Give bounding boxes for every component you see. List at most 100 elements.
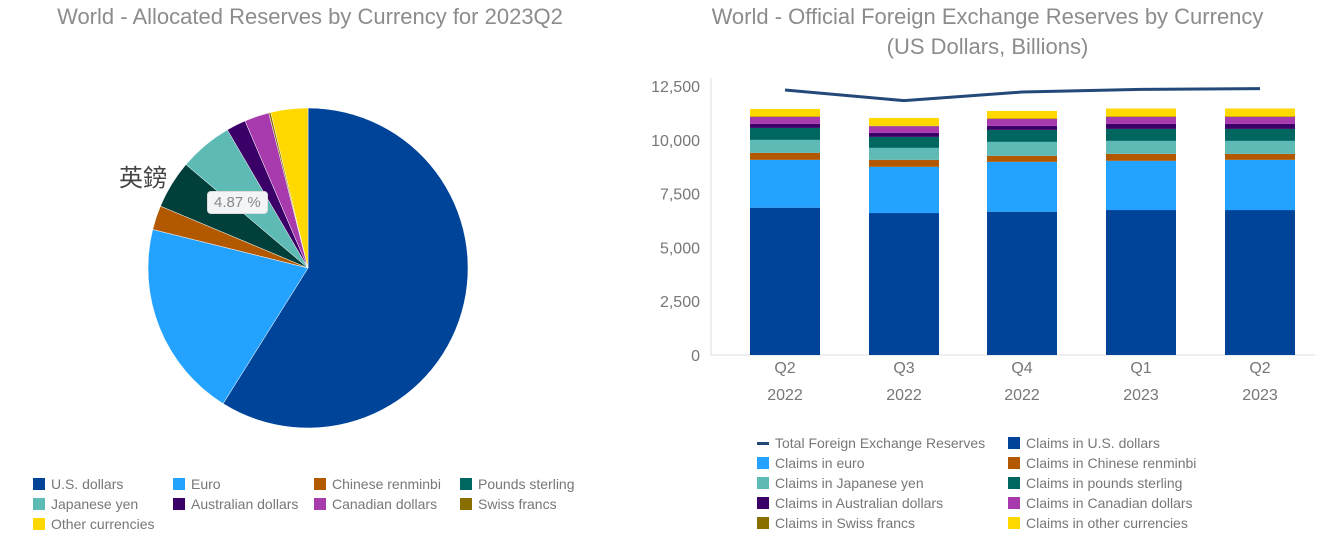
legend-label: Claims in euro bbox=[775, 455, 865, 471]
bar-segment-3 bbox=[987, 141, 1057, 156]
legend-swatch bbox=[757, 497, 769, 509]
bar-segment-4 bbox=[1225, 128, 1295, 141]
bar-segment-3 bbox=[1225, 140, 1295, 154]
bar-segment-1 bbox=[750, 159, 820, 208]
legend-label: Japanese yen bbox=[51, 496, 139, 512]
bar-segment-5 bbox=[869, 132, 939, 137]
pie-legend-item[interactable]: Australian dollars bbox=[173, 496, 298, 512]
total-reserves-line bbox=[784, 87, 1261, 103]
legend-label: Other currencies bbox=[51, 516, 155, 532]
legend-swatch bbox=[1008, 477, 1020, 489]
bar-segment-0 bbox=[750, 207, 820, 355]
bar-segment-8 bbox=[869, 117, 939, 126]
bar-title: World - Official Foreign Exchange Reserv… bbox=[711, 4, 1264, 29]
legend-label: Claims in other currencies bbox=[1026, 515, 1188, 531]
pie-legend-item[interactable]: Chinese renminbi bbox=[314, 476, 441, 492]
legend-label: Euro bbox=[191, 476, 221, 492]
bar-segment-4 bbox=[987, 129, 1057, 142]
x-tick-label: 2023 bbox=[1242, 387, 1278, 404]
legend-label: Claims in Canadian dollars bbox=[1026, 495, 1193, 511]
bar-legend-item[interactable]: Total Foreign Exchange Reserves bbox=[757, 435, 985, 451]
legend-label: Total Foreign Exchange Reserves bbox=[775, 435, 986, 451]
pie-legend-item[interactable]: U.S. dollars bbox=[33, 476, 123, 492]
bar-segment-8 bbox=[1225, 108, 1295, 117]
bar-legend-item[interactable]: Claims in euro bbox=[757, 455, 864, 471]
legend-label: Claims in Chinese renminbi bbox=[1026, 455, 1197, 471]
x-tick-label: 2022 bbox=[767, 387, 803, 404]
x-tick-label: Q2 bbox=[774, 360, 795, 377]
legend-swatch bbox=[173, 498, 185, 510]
x-tick-label: 2022 bbox=[1004, 387, 1040, 404]
bar-segment-1 bbox=[1225, 159, 1295, 211]
bar-legend-item[interactable]: Claims in Chinese renminbi bbox=[1008, 455, 1196, 471]
bar-segment-6 bbox=[750, 116, 820, 124]
bar-segment-6 bbox=[1225, 116, 1295, 124]
bar-segment-6 bbox=[869, 126, 939, 133]
legend-swatch bbox=[1008, 517, 1020, 529]
legend-label: Canadian dollars bbox=[332, 496, 438, 512]
bar-segment-8 bbox=[987, 110, 1057, 119]
bar-legend-item[interactable]: Claims in U.S. dollars bbox=[1008, 435, 1160, 451]
legend-swatch bbox=[460, 478, 472, 490]
legend-label: Claims in pounds sterling bbox=[1026, 475, 1183, 491]
bar-segment-2 bbox=[1106, 153, 1176, 161]
bar-legend-item[interactable]: Claims in Japanese yen bbox=[757, 475, 924, 491]
pie-legend-item[interactable]: Pounds sterling bbox=[460, 476, 575, 492]
pie-slice-0 bbox=[222, 107, 469, 429]
legend-label: Claims in U.S. dollars bbox=[1026, 435, 1160, 451]
pie-legend-item[interactable]: Japanese yen bbox=[33, 496, 138, 512]
x-tick-label: Q2 bbox=[1249, 360, 1270, 377]
bar-segment-4 bbox=[1106, 128, 1176, 141]
pie-legend-item[interactable]: Euro bbox=[173, 476, 221, 492]
pie-legend-item[interactable]: Canadian dollars bbox=[314, 496, 437, 512]
y-tick-label: 0 bbox=[691, 348, 700, 365]
bar-segment-2 bbox=[750, 152, 820, 160]
x-tick-label: Q1 bbox=[1130, 360, 1151, 377]
bar-legend-item[interactable]: Claims in Australian dollars bbox=[757, 495, 943, 511]
bar-segment-2 bbox=[987, 155, 1057, 162]
x-tick-label: Q4 bbox=[1011, 360, 1032, 377]
legend-label: Pounds sterling bbox=[478, 476, 575, 492]
legend-swatch bbox=[173, 478, 185, 490]
bar-segment-5 bbox=[1225, 123, 1295, 129]
bar-legend-item[interactable]: Claims in Canadian dollars bbox=[1008, 495, 1193, 511]
y-tick-label: 5,000 bbox=[660, 240, 700, 257]
legend-label: Claims in Japanese yen bbox=[775, 475, 924, 491]
legend-label: Claims in Australian dollars bbox=[775, 495, 944, 511]
bar-segment-5 bbox=[1106, 123, 1176, 129]
pie-slice-1 bbox=[147, 229, 309, 404]
legend-swatch bbox=[33, 478, 45, 490]
legend-label: Chinese renminbi bbox=[332, 476, 441, 492]
pie-title: World - Allocated Reserves by Currency f… bbox=[57, 4, 563, 29]
x-tick-label: 2023 bbox=[1123, 387, 1159, 404]
pie-legend-item[interactable]: Other currencies bbox=[33, 516, 154, 532]
legend-swatch bbox=[757, 517, 769, 529]
bar-legend-item[interactable]: Claims in pounds sterling bbox=[1008, 475, 1182, 491]
legend-swatch bbox=[757, 441, 769, 445]
bar-legend-item[interactable]: Claims in other currencies bbox=[1008, 515, 1188, 531]
bar-segment-6 bbox=[987, 118, 1057, 126]
bar-segment-1 bbox=[1106, 160, 1176, 211]
bar-segment-2 bbox=[869, 159, 939, 167]
bar-segment-0 bbox=[869, 213, 939, 355]
bar-segment-4 bbox=[750, 127, 820, 140]
bar-segment-8 bbox=[750, 108, 820, 117]
pie-tooltip: 4.87 % bbox=[207, 191, 268, 214]
legend-swatch bbox=[1008, 457, 1020, 469]
bar-segment-4 bbox=[869, 136, 939, 148]
legend-swatch bbox=[757, 477, 769, 489]
bar-legend-item[interactable]: Claims in Swiss francs bbox=[757, 515, 915, 531]
bar-segment-6 bbox=[1106, 116, 1176, 124]
bar-segment-0 bbox=[1106, 210, 1176, 355]
bar-segment-8 bbox=[1106, 108, 1176, 117]
bar-segment-0 bbox=[1225, 210, 1295, 355]
legend-label: Swiss francs bbox=[478, 496, 557, 512]
pie-legend-item[interactable]: Swiss francs bbox=[460, 496, 557, 512]
legend-swatch bbox=[314, 478, 326, 490]
legend-swatch bbox=[1008, 437, 1020, 449]
bar-segment-2 bbox=[1225, 153, 1295, 160]
bar-segment-1 bbox=[987, 161, 1057, 212]
legend-swatch bbox=[1008, 497, 1020, 509]
bar-subtitle: (US Dollars, Billions) bbox=[886, 34, 1089, 59]
